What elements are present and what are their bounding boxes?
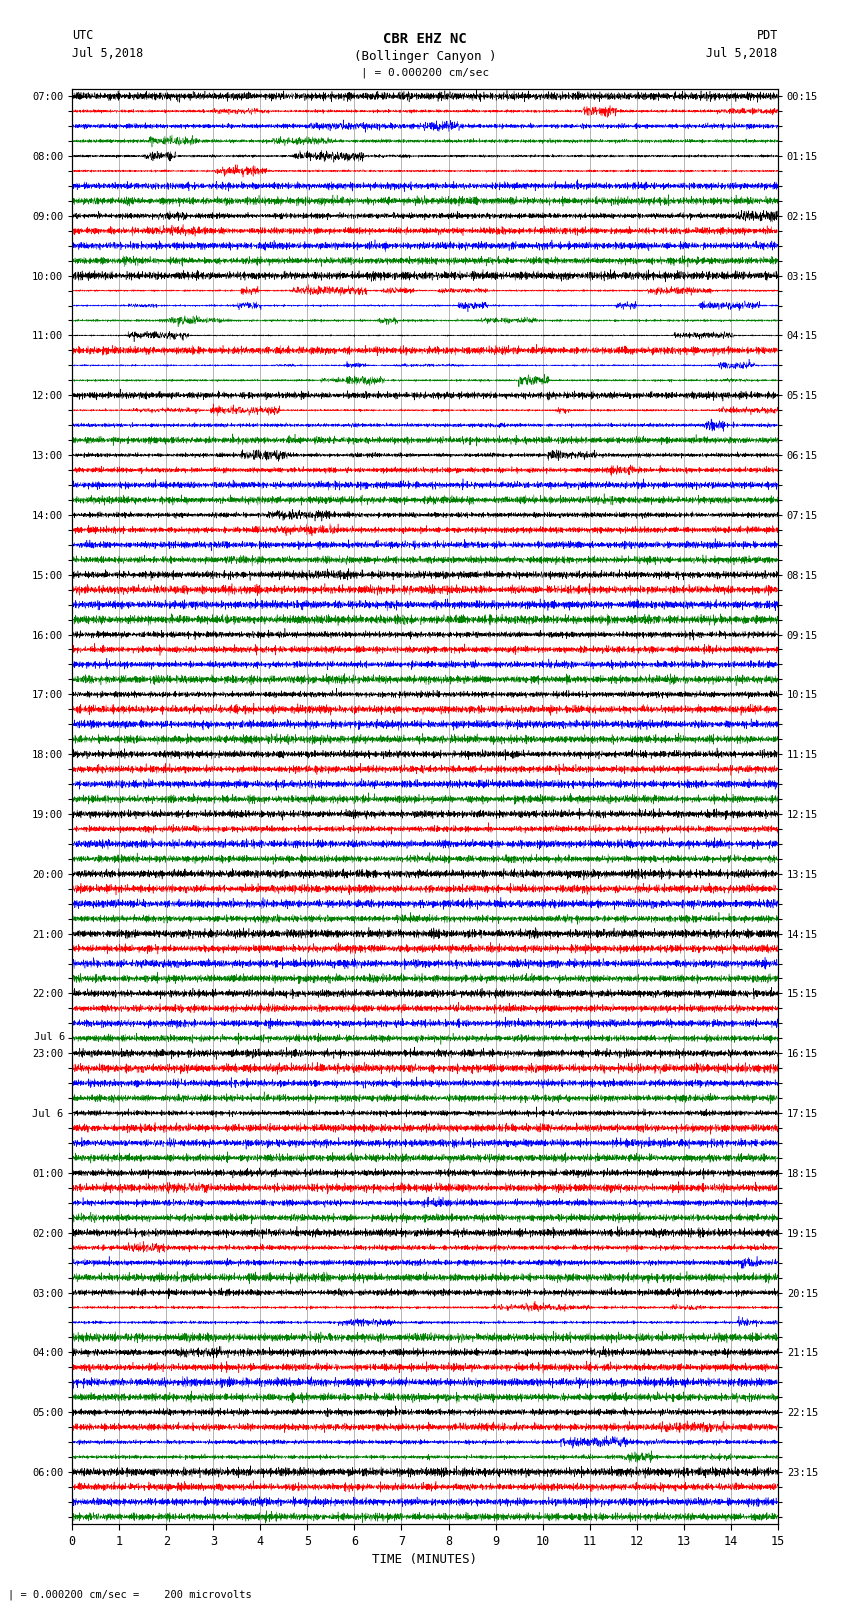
Text: Jul 5,2018: Jul 5,2018 — [706, 47, 778, 60]
Text: (Bollinger Canyon ): (Bollinger Canyon ) — [354, 50, 496, 63]
X-axis label: TIME (MINUTES): TIME (MINUTES) — [372, 1553, 478, 1566]
Text: PDT: PDT — [756, 29, 778, 42]
Text: Jul 5,2018: Jul 5,2018 — [72, 47, 144, 60]
Text: | = 0.000200 cm/sec =    200 microvolts: | = 0.000200 cm/sec = 200 microvolts — [8, 1589, 252, 1600]
Text: CBR EHZ NC: CBR EHZ NC — [383, 32, 467, 47]
Text: | = 0.000200 cm/sec: | = 0.000200 cm/sec — [361, 68, 489, 79]
Text: UTC: UTC — [72, 29, 94, 42]
Text: Jul 6: Jul 6 — [34, 1032, 65, 1042]
